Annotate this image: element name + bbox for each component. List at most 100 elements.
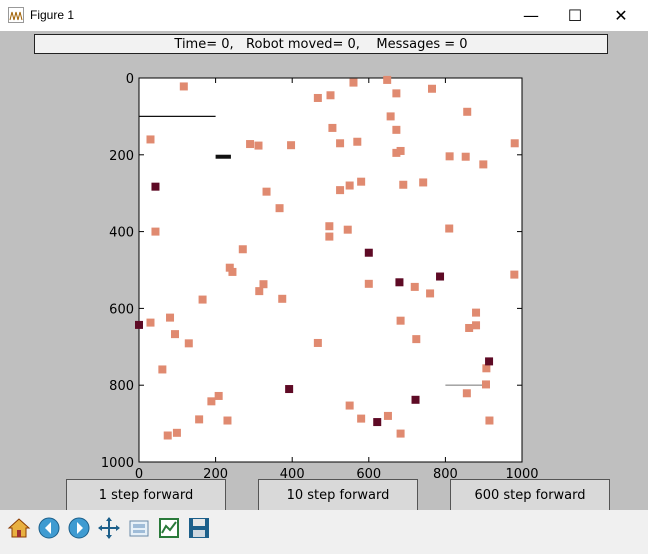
y-tick-label: 400 [109,226,134,241]
item-marker [410,282,419,291]
item-marker [383,411,392,420]
window-titlebar: Figure 1 — ☐ ✕ [0,0,648,31]
item-marker [198,295,207,304]
points-layer [135,75,519,440]
item-marker [238,245,247,254]
close-icon: ✕ [614,6,628,25]
item-marker [461,152,470,161]
item-marker [357,414,366,423]
item-marker [172,428,181,437]
item-marker [259,280,268,289]
item-marker [383,75,392,84]
item-marker [396,146,405,155]
minimize-button[interactable]: — [508,0,554,31]
edit-axis-button[interactable] [156,515,182,541]
back-button[interactable] [36,515,62,541]
maximize-button[interactable]: ☐ [552,0,598,31]
item-marker [343,225,352,234]
six-hundred-step-forward-label: 600 step forward [474,487,586,503]
item-marker [254,141,263,150]
home-icon [7,518,31,538]
item-marker [426,289,435,298]
item-marker [463,107,472,116]
back-icon [38,517,60,539]
robot-marker [411,395,420,404]
item-marker [349,78,358,87]
item-marker [392,125,401,134]
minimize-icon: — [523,6,539,25]
item-marker [345,401,354,410]
item-marker [386,112,395,121]
item-marker [396,316,405,325]
item-marker [419,178,428,187]
item-marker [246,140,255,149]
item-marker [158,365,167,374]
forward-button[interactable] [66,515,92,541]
home-button[interactable] [6,515,32,541]
x-tick-label: 200 [203,467,228,482]
item-marker [392,148,401,157]
item-marker [179,82,188,91]
x-tick-label: 0 [135,467,143,482]
y-tick-label: 1000 [101,456,134,471]
item-marker [364,279,373,288]
item-marker [485,416,494,425]
item-marker [472,308,481,317]
save-button[interactable] [186,515,212,541]
item-marker [313,338,322,347]
item-marker [392,89,401,98]
one-step-forward-label: 1 step forward [98,487,194,503]
y-tick-label: 600 [109,302,134,317]
ten-step-forward-label: 10 step forward [286,487,390,503]
item-marker [462,389,471,398]
item-marker [510,139,519,148]
item-marker [146,135,155,144]
item-marker [482,364,491,373]
item-marker [353,137,362,146]
item-marker [336,139,345,148]
item-marker [207,397,216,406]
item-marker [214,391,223,400]
forward-icon [68,517,90,539]
ten-step-forward-button[interactable]: 10 step forward [258,479,418,511]
configure-subplots-button[interactable] [126,515,152,541]
item-marker [313,93,322,102]
item-marker [396,429,405,438]
maximize-icon: ☐ [567,6,583,25]
item-marker [275,204,284,213]
robot-marker [373,418,382,427]
item-marker [399,180,408,189]
close-button[interactable]: ✕ [598,0,644,31]
item-marker [325,222,334,231]
walls-layer [139,115,488,386]
six-hundred-step-forward-button[interactable]: 600 step forward [450,479,610,511]
item-marker [184,339,193,348]
robot-marker [151,182,160,191]
robot-marker [395,278,404,287]
figure-canvas: Time= 0, Robot moved= 0, Messages = 0 0 2… [0,31,648,511]
pan-button[interactable] [96,515,122,541]
robot-marker [485,357,494,366]
item-marker [510,270,519,279]
item-marker [287,141,296,150]
item-marker [223,416,232,425]
item-marker [465,323,474,332]
x-tick-label: 1000 [505,467,538,482]
item-marker [151,227,160,236]
navigation-toolbar [0,510,648,554]
item-marker [262,187,271,196]
item-marker [479,160,488,169]
one-step-forward-button[interactable]: 1 step forward [66,479,226,511]
item-marker [166,313,175,322]
y-tick-label: 800 [109,379,134,394]
robot-marker [285,385,294,394]
item-marker [163,431,172,440]
item-marker [195,415,204,424]
pan-icon [98,517,120,539]
plot-area [138,77,523,463]
configure-subplots-icon [129,520,149,537]
save-icon [189,518,209,538]
robot-marker [364,248,373,257]
x-tick-label: 600 [356,467,381,482]
